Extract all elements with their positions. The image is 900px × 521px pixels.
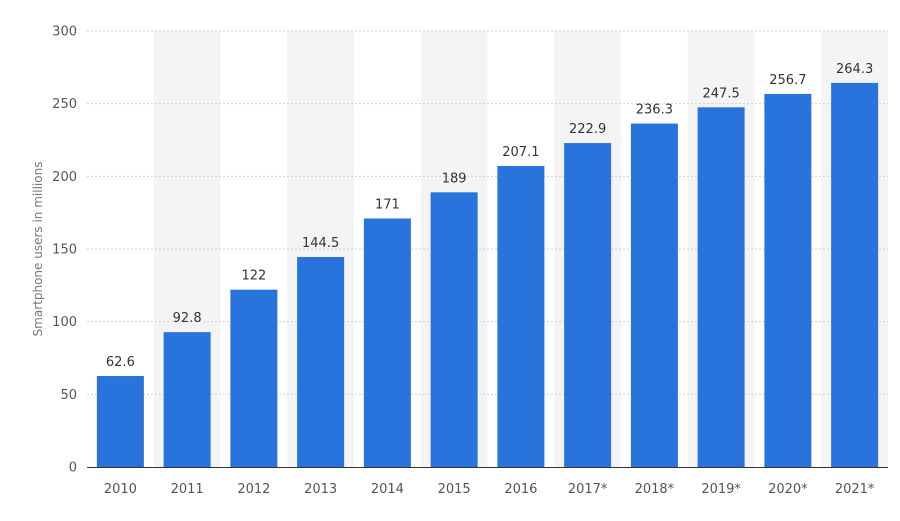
x-tick-label: 2021* — [835, 482, 875, 497]
x-tick-label: 2019* — [701, 482, 741, 497]
bar-value-label: 144.5 — [302, 236, 339, 251]
x-tick-label: 2013 — [304, 482, 337, 497]
y-tick-label: 300 — [52, 25, 77, 40]
x-axis-ticks: 2010 2011 2012 2013 2014 2015 2016 2017* 2018* 20… — [104, 482, 875, 497]
x-tick-label: 2011 — [171, 482, 204, 497]
y-tick-label: 50 — [60, 388, 77, 403]
bar — [697, 107, 745, 468]
bar — [564, 143, 612, 467]
x-tick-label: 2017* — [568, 482, 608, 497]
x-tick-label: 2020* — [768, 482, 808, 497]
y-axis-ticks: 0 50 100 150 200 250 300 — [52, 25, 77, 476]
y-axis-title: Smartphone users in millions — [31, 162, 45, 337]
bar — [297, 256, 345, 467]
bar-value-label: 62.6 — [106, 355, 135, 370]
bar — [831, 82, 879, 467]
bar — [430, 192, 478, 467]
bar — [96, 376, 144, 467]
y-tick-label: 200 — [52, 170, 77, 185]
grid-lines — [87, 30, 888, 395]
y-tick-label: 250 — [52, 97, 77, 112]
bars-group — [96, 82, 879, 468]
y-tick-label: 150 — [52, 243, 77, 258]
y-tick-label: 100 — [52, 315, 77, 330]
x-tick-label: 2014 — [371, 482, 404, 497]
bar — [363, 218, 411, 467]
value-labels-group: 62.6 92.8 122 144.5 171 189 207.1 222.9 236.3 247… — [106, 62, 873, 370]
bar-value-label: 207.1 — [502, 145, 539, 160]
bar-value-label: 189 — [442, 171, 467, 186]
bar-value-label: 236.3 — [636, 103, 673, 118]
bar-value-label: 122 — [241, 269, 266, 284]
bar-value-label: 222.9 — [569, 122, 606, 137]
bar-value-label: 247.5 — [703, 86, 740, 101]
bar-value-label: 264.3 — [836, 62, 873, 77]
bar-value-label: 171 — [375, 197, 400, 212]
bar-value-label: 92.8 — [173, 311, 202, 326]
y-tick-label: 0 — [69, 461, 77, 476]
bar-value-label: 256.7 — [769, 73, 806, 88]
x-tick-label: 2010 — [104, 482, 137, 497]
bar — [630, 123, 678, 467]
x-tick-label: 2012 — [237, 482, 270, 497]
bar — [230, 289, 278, 467]
x-tick-label: 2015 — [438, 482, 471, 497]
x-tick-label: 2016 — [504, 482, 537, 497]
x-tick-label: 2018* — [635, 482, 675, 497]
bar — [497, 166, 545, 468]
bar — [163, 332, 211, 467]
bar — [764, 93, 812, 468]
